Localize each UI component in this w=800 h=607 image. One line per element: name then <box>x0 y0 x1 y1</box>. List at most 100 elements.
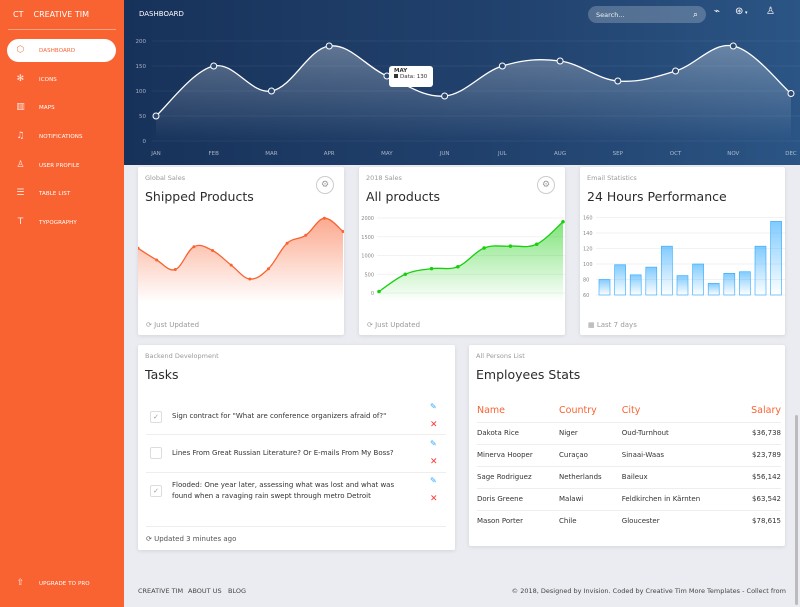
data-point <box>498 62 506 70</box>
text-icon: T <box>17 217 24 227</box>
y-tick-label: 160 <box>583 216 593 222</box>
settings-gear-button[interactable]: ⚙ <box>537 176 555 194</box>
data-point <box>211 249 215 252</box>
performance-bar-chart: 60 80 100 120 140 160 <box>583 216 785 299</box>
task-text: Lines From Great Russian Literature? Or … <box>172 449 394 457</box>
footer-link-blog[interactable]: BLOG <box>228 587 247 595</box>
refresh-icon: ⟳ <box>146 321 155 329</box>
upgrade-to-pro-button[interactable]: ⇧ UPGRADE TO PRO <box>7 572 116 595</box>
cell-salary: $56,142 <box>737 465 781 488</box>
main-series-area <box>156 45 791 141</box>
data-point <box>556 57 564 65</box>
task-checkbox[interactable] <box>150 447 162 459</box>
data-point <box>304 233 308 237</box>
divider <box>146 434 446 435</box>
x-tick-label: JAN <box>150 151 160 157</box>
activity-icon[interactable]: ⌁ <box>714 6 721 17</box>
cell-salary: $36,738 <box>737 421 781 444</box>
page-title: DASHBOARD <box>139 10 184 18</box>
data-point <box>229 263 233 267</box>
sidebar-item-icons[interactable]: ✻ ICONS <box>7 68 116 91</box>
sidebar-item-dashboard[interactable]: ⬡ DASHBOARD <box>7 39 116 62</box>
sidebar-item-typography[interactable]: T TYPOGRAPHY <box>7 211 116 234</box>
y-tick-label: 0 <box>143 139 147 145</box>
y-tick-label: 100 <box>136 89 147 95</box>
shipped-products-chart <box>138 216 344 302</box>
sidebar-item-label: DASHBOARD <box>39 47 76 54</box>
cell-name: Minerva Hooper <box>477 443 559 466</box>
x-tick-label: MAR <box>265 151 278 157</box>
task-checkbox[interactable]: ✓ <box>150 411 162 423</box>
y-tick-label: 200 <box>136 39 147 45</box>
cell-city: Feldkirchen in Kärnten <box>621 487 738 510</box>
data-point <box>266 267 270 271</box>
x-tick-label: AUG <box>554 151 566 157</box>
y-tick-label: 150 <box>136 64 147 70</box>
footer-link-creative-tim[interactable]: CREATIVE TIM <box>138 587 184 595</box>
remove-icon[interactable]: ✕ <box>430 457 438 467</box>
cell-city: Sinaai-Waas <box>621 443 738 466</box>
data-point <box>787 90 795 97</box>
cell-name: Doris Greene <box>477 487 559 510</box>
search-icon[interactable]: ⌕ <box>692 9 698 20</box>
sidebar-item-notifications[interactable]: ♫ NOTIFICATIONS <box>7 125 116 148</box>
user-account-icon[interactable]: ♙ <box>766 6 775 17</box>
scrollbar[interactable] <box>795 415 798 605</box>
main-series-line <box>155 44 792 117</box>
task-text: Flooded: One year later, assessing what … <box>172 481 395 500</box>
column-header: Country <box>559 405 597 417</box>
data-point <box>285 241 289 245</box>
list-icon: ☰ <box>16 188 25 198</box>
stats-text: Just Updated <box>375 321 421 329</box>
spaceship-icon: ⇧ <box>16 578 25 588</box>
settings-gear-button[interactable]: ⚙ <box>316 176 334 194</box>
x-tick-label: NOV <box>727 151 739 157</box>
map-icon: ▥ <box>16 102 25 112</box>
sidebar-item-label: NOTIFICATIONS <box>39 133 83 140</box>
sidebar-item-user-profile[interactable]: ♙ USER PROFILE <box>7 154 116 177</box>
bar <box>661 245 673 296</box>
bar <box>598 279 611 296</box>
bar <box>692 263 704 296</box>
sidebar-item-table-list[interactable]: ☰ TABLE LIST <box>7 182 116 205</box>
sidebar-item-label: TABLE LIST <box>39 190 71 197</box>
y-tick-label: 80 <box>583 278 589 284</box>
task-checkbox[interactable]: ✓ <box>150 485 162 497</box>
data-point <box>729 42 737 50</box>
data-point <box>561 219 565 224</box>
edit-icon[interactable]: ✎ <box>430 402 437 411</box>
cell-country: Netherlands <box>559 465 622 488</box>
remove-icon[interactable]: ✕ <box>430 494 438 504</box>
remove-icon[interactable]: ✕ <box>430 420 438 430</box>
data-point <box>482 246 486 250</box>
bar <box>723 273 736 296</box>
caret-down-icon: ▾ <box>743 10 748 16</box>
logo[interactable]: CT CREATIVE TIM <box>13 10 99 19</box>
search-input[interactable]: Search... ⌕ <box>588 6 706 23</box>
bar <box>770 221 782 296</box>
sidebar-item-maps[interactable]: ▥ MAPS <box>7 96 116 119</box>
y-tick-label: 1000 <box>361 254 374 260</box>
shipped-series-area <box>138 218 343 302</box>
x-tick-label: JUN <box>439 151 450 157</box>
globe-icon[interactable]: ⊛ ▾ <box>735 6 748 17</box>
card-tasks: Backend Development Tasks ✓ Sign contrac… <box>138 345 455 550</box>
edit-icon[interactable]: ✎ <box>430 476 437 485</box>
card-title: All products <box>366 189 441 204</box>
sidebar-item-label: TYPOGRAPHY <box>39 219 77 226</box>
legend-swatch <box>394 74 398 78</box>
task-text: Sign contract for "What are conference o… <box>172 412 387 420</box>
data-point <box>377 289 381 294</box>
table-row: Mason Porter Chile Gloucester $78,615 <box>477 509 781 532</box>
card-stats: ⟳ Just Updated <box>367 321 420 329</box>
edit-icon[interactable]: ✎ <box>430 439 437 448</box>
x-tick-label: MAY <box>381 151 393 157</box>
cell-name: Dakota Rice <box>477 421 559 444</box>
card-shipped-products: Global Sales Shipped Products ⚙ ⟳ Just U… <box>138 167 344 335</box>
bar <box>739 271 751 296</box>
footer-link-about-us[interactable]: ABOUT US <box>188 587 222 595</box>
card-stats: ▦ Last 7 days <box>588 321 637 329</box>
data-point <box>614 77 622 85</box>
card-category: All Persons List <box>476 352 525 360</box>
sales-series-line <box>378 221 564 293</box>
